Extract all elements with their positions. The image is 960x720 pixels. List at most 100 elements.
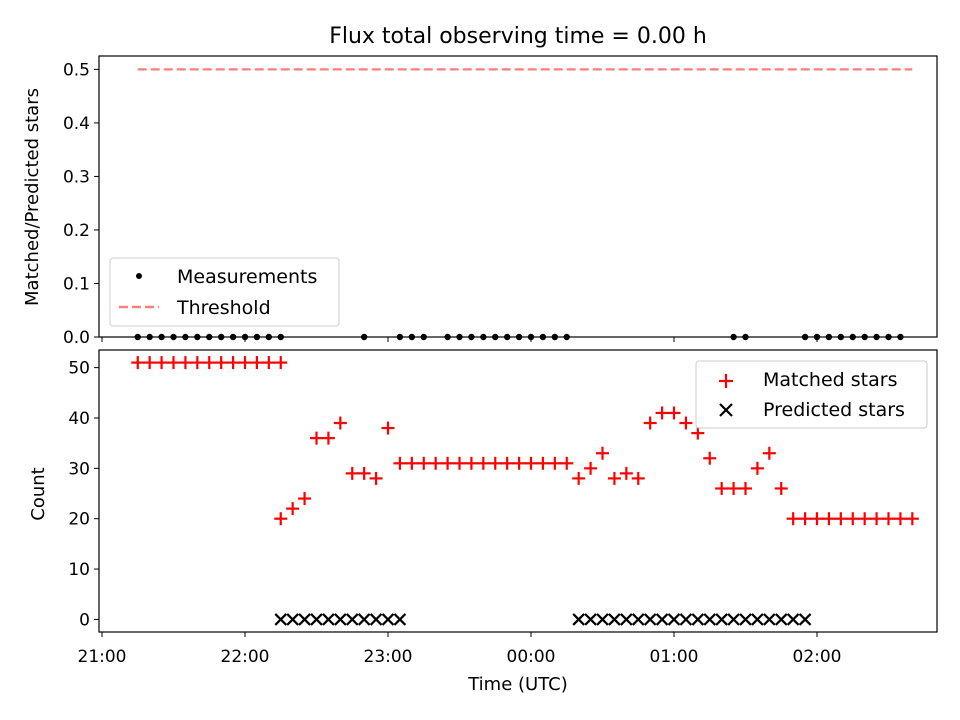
predicted-stars-point — [703, 613, 717, 626]
matched-stars-point — [250, 356, 264, 370]
matched-stars-point — [846, 512, 860, 526]
predicted-stars-point — [274, 613, 288, 626]
matched-stars-point — [310, 431, 323, 445]
predicted-x-b — [357, 613, 371, 626]
bottom-ytick-label: 30 — [68, 459, 90, 479]
predicted-stars-point — [310, 613, 323, 626]
predicted-x-b — [369, 613, 383, 626]
predicted-x-b — [655, 613, 669, 626]
matched-stars-point — [512, 456, 526, 470]
matched-stars-point — [333, 416, 347, 430]
matched-stars-point — [858, 512, 872, 526]
predicted-x-b — [763, 613, 776, 626]
predicted-x-b — [286, 613, 299, 626]
bottom-legend: Matched stars Predicted stars — [695, 360, 928, 429]
predicted-stars-point — [381, 613, 395, 626]
predicted-stars-point — [715, 613, 728, 626]
legend-predicted-label: Predicted stars — [763, 399, 905, 421]
matched-stars-point — [298, 492, 312, 506]
matched-stars-point — [870, 512, 884, 526]
bottom-ytick-label: 50 — [68, 359, 90, 379]
matched-stars-point — [762, 446, 776, 460]
predicted-stars-point — [786, 613, 800, 626]
matched-stars-point — [190, 356, 204, 370]
matched-stars-point — [357, 466, 371, 480]
matched-stars-point — [274, 512, 288, 526]
matched-stars-point — [798, 512, 812, 526]
predicted-stars-point — [763, 613, 776, 626]
predicted-stars-point — [608, 613, 621, 626]
matched-stars-point — [715, 481, 729, 495]
predicted-x-b — [274, 613, 288, 626]
bottom-axes-frame — [98, 349, 938, 633]
predicted-stars-point — [369, 613, 383, 626]
matched-stars-point — [429, 456, 443, 470]
matched-stars-point — [131, 356, 145, 370]
predicted-stars-point — [727, 613, 740, 626]
matched-stars-point — [453, 456, 466, 470]
legend-measurements-label: Measurements — [177, 266, 317, 288]
predicted-stars-point — [584, 613, 597, 626]
predicted-stars-point — [620, 613, 633, 626]
predicted-x-b — [608, 613, 621, 626]
top-panel-title: Flux total observing time = 0.00 h — [329, 24, 707, 49]
matched-stars-point — [774, 481, 788, 495]
bottom-ytick-label: 10 — [68, 560, 90, 580]
bottom-panel-ylabel: Count — [28, 467, 49, 520]
matched-stars-point — [441, 456, 455, 470]
predicted-x-b — [774, 613, 788, 626]
predicted-x-b — [596, 613, 609, 626]
bottom-panel-xlabel: Time (UTC) — [467, 674, 568, 695]
matched-stars-point — [405, 456, 419, 470]
matched-stars-point — [643, 416, 657, 430]
legend-threshold-label: Threshold — [176, 297, 271, 319]
matched-stars-point — [810, 512, 824, 526]
predicted-x-b — [667, 613, 681, 626]
bottom-xtick-label: 00:00 — [507, 647, 556, 667]
predicted-x-b — [310, 613, 323, 626]
bottom-ytick-label: 0 — [79, 610, 90, 630]
bottom-xtick-label: 01:00 — [650, 647, 699, 667]
bottom-legend-box — [695, 360, 928, 429]
predicted-x-b — [631, 613, 645, 626]
matched-stars-point — [584, 461, 598, 475]
matched-stars-point — [345, 466, 359, 480]
predicted-stars-point — [596, 613, 609, 626]
predicted-x-b — [691, 613, 705, 626]
predicted-stars-point — [798, 613, 812, 626]
bottom-xtick-label: 23:00 — [364, 647, 413, 667]
predicted-stars-point — [774, 613, 788, 626]
top-panel-ylabel: Matched/Predicted stars — [22, 88, 43, 306]
top-ytick-label: 0.4 — [63, 114, 90, 134]
matched-stars-point — [214, 356, 228, 370]
top-ytick-label: 0.3 — [63, 167, 90, 187]
matched-stars-point — [727, 481, 741, 495]
matched-stars-point — [905, 512, 919, 526]
matched-stars-point — [524, 456, 538, 470]
matched-stars-point — [238, 356, 252, 370]
predicted-x-b — [334, 613, 347, 626]
predicted-x-b — [322, 613, 335, 626]
predicted-stars-point — [691, 613, 705, 626]
predicted-stars-point — [572, 613, 585, 626]
predicted-x-b — [739, 613, 752, 626]
matched-stars-point — [679, 416, 693, 430]
bottom-plot-area: 0 10 20 30 40 50 21:00 22:00 23:00 00:00 01:00 02:0… — [68, 349, 938, 667]
matched-stars-point — [321, 431, 335, 445]
predicted-stars-point — [631, 613, 645, 626]
predicted-x-b — [643, 613, 657, 626]
predicted-stars-point — [357, 613, 371, 626]
matched-stars-point — [476, 456, 490, 470]
matched-stars-point — [786, 512, 800, 526]
matched-stars-point — [143, 356, 157, 370]
predicted-x-b — [751, 613, 764, 626]
predicted-x-b — [620, 613, 633, 626]
matched-stars-point — [560, 456, 574, 470]
predicted-x-b — [703, 613, 717, 626]
bottom-xtick-label: 21:00 — [78, 647, 127, 667]
predicted-stars-point — [655, 613, 669, 626]
legend-matched-label: Matched stars — [763, 369, 897, 391]
top-plot-area: 0.0 0.1 0.2 0.3 0.4 0.5 — [63, 55, 938, 348]
